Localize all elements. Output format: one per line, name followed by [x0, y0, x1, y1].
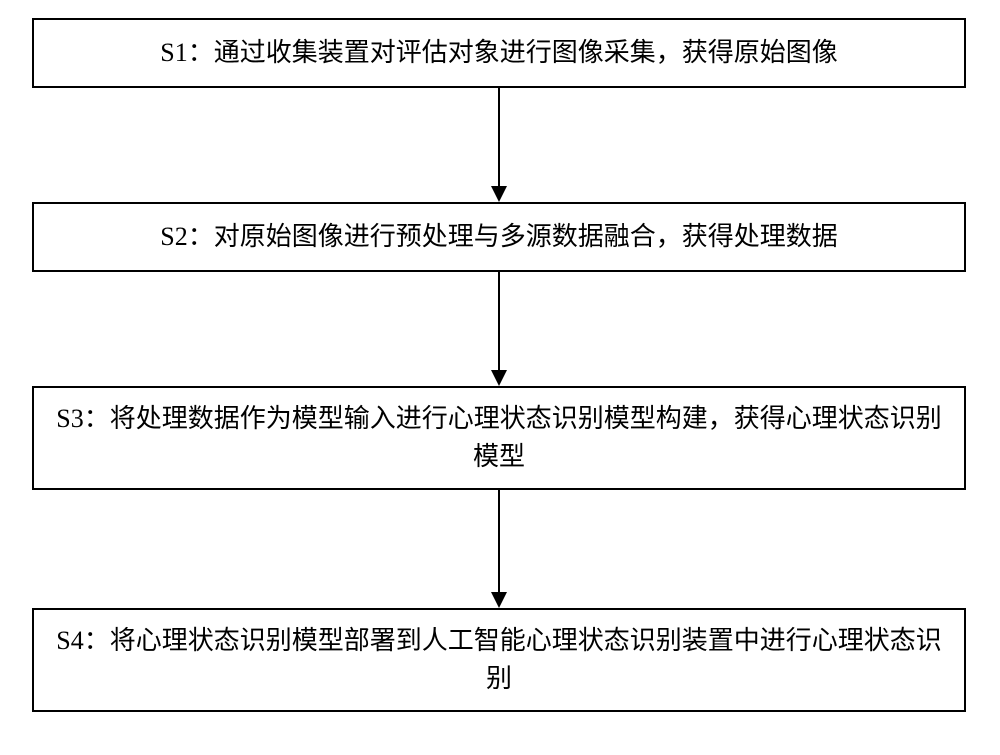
flowchart-node-s4: S4：将心理状态识别模型部署到人工智能心理状态识别装置中进行心理状态识别 — [32, 608, 966, 712]
flowchart-edge-s1-s2-head — [491, 186, 507, 202]
flowchart-edge-s2-s3-line — [498, 272, 500, 370]
flowchart-node-s3: S3：将处理数据作为模型输入进行心理状态识别模型构建，获得心理状态识别模型 — [32, 386, 966, 490]
flowchart-edge-s1-s2-line — [498, 88, 500, 186]
flowchart-node-s1: S1：通过收集装置对评估对象进行图像采集，获得原始图像 — [32, 18, 966, 88]
flowchart-node-s1-label: S1：通过收集装置对评估对象进行图像采集，获得原始图像 — [44, 34, 954, 72]
flowchart-canvas: S1：通过收集装置对评估对象进行图像采集，获得原始图像 S2：对原始图像进行预处… — [0, 0, 1000, 755]
flowchart-edge-s3-s4-line — [498, 490, 500, 592]
flowchart-node-s2: S2：对原始图像进行预处理与多源数据融合，获得处理数据 — [32, 202, 966, 272]
flowchart-node-s3-label: S3：将处理数据作为模型输入进行心理状态识别模型构建，获得心理状态识别模型 — [44, 400, 954, 475]
flowchart-node-s4-label: S4：将心理状态识别模型部署到人工智能心理状态识别装置中进行心理状态识别 — [44, 622, 954, 697]
flowchart-edge-s2-s3-head — [491, 370, 507, 386]
flowchart-node-s2-label: S2：对原始图像进行预处理与多源数据融合，获得处理数据 — [44, 218, 954, 256]
flowchart-edge-s3-s4-head — [491, 592, 507, 608]
